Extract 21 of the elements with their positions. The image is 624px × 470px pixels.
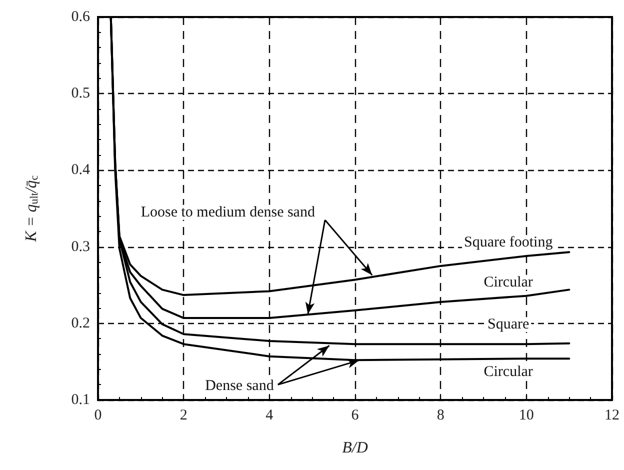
x-tick-label: 8 <box>436 408 444 424</box>
y-tick-label: 0.2 <box>71 315 90 332</box>
series-label: Circular <box>484 274 533 290</box>
x-tick-label: 4 <box>266 408 274 424</box>
y-axis-title: K = qult/q̄c <box>23 175 40 243</box>
y-tick-label: 0.4 <box>71 162 90 178</box>
series-label: Square <box>488 316 530 333</box>
y-tick-label: 0.3 <box>71 238 90 255</box>
y-tick-label: 0.5 <box>71 86 90 102</box>
y-tick-label: 0.1 <box>71 392 90 408</box>
y-tick-label: 0.6 <box>71 9 90 25</box>
annotation: Loose to medium dense sand <box>140 204 316 220</box>
x-tick-label: 10 <box>518 408 534 424</box>
x-tick-label: 2 <box>180 408 188 424</box>
x-tick-label: 6 <box>351 408 360 424</box>
series-label: Square footing <box>464 234 554 250</box>
x-tick-label: 0 <box>94 408 102 424</box>
x-axis-title: B/D <box>342 440 368 456</box>
series-label: Circular <box>484 364 533 380</box>
annotation: Dense sand <box>205 378 274 394</box>
x-tick-label: 12 <box>604 408 620 424</box>
